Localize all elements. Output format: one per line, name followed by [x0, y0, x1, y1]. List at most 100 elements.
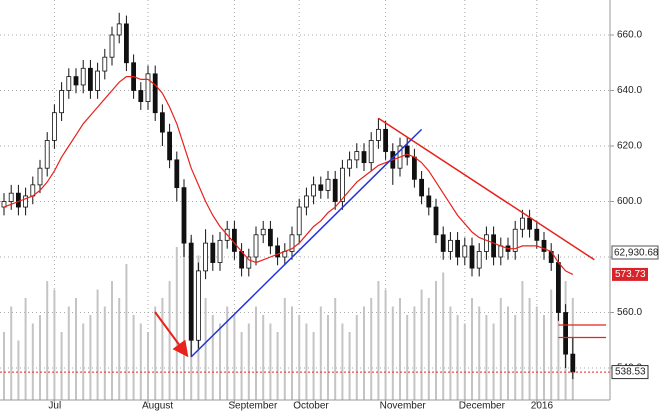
volume-bar — [528, 298, 531, 400]
volume-bar — [60, 332, 63, 400]
volume-bar — [39, 315, 41, 400]
volume-bar — [204, 298, 207, 400]
volume-bar — [463, 323, 466, 400]
candle-body — [368, 140, 374, 164]
candle-body — [469, 245, 475, 269]
volume-bar — [17, 340, 20, 400]
candle-body — [66, 76, 72, 91]
y-tick-label: 640.0 — [617, 85, 642, 96]
volume-bar — [31, 323, 34, 400]
volume-bar — [507, 306, 509, 400]
candle-body — [73, 76, 79, 86]
candle-body — [8, 192, 14, 202]
label-box — [612, 267, 648, 281]
candle-body — [246, 256, 252, 269]
candle-body — [23, 195, 29, 208]
volume-bar — [233, 315, 236, 400]
candle-body — [476, 251, 482, 269]
candle-body — [59, 90, 64, 114]
candle-body — [563, 312, 568, 355]
candle-body — [138, 90, 144, 102]
volume-bar — [82, 323, 85, 400]
volume-bar — [557, 272, 560, 400]
candle-body — [296, 206, 302, 236]
volume-bar — [96, 289, 99, 400]
volume-bar — [219, 323, 221, 400]
trendline — [190, 128, 423, 358]
volume-bar — [226, 306, 229, 400]
candle-body — [447, 239, 453, 252]
candle-body — [15, 192, 21, 208]
volume-bar — [3, 332, 5, 400]
candle-body — [520, 217, 525, 230]
volume-bar — [478, 306, 481, 400]
candle-body — [347, 159, 353, 169]
candle-body — [419, 178, 425, 197]
candle-body — [534, 228, 540, 241]
volume-bar — [355, 315, 358, 400]
y-tick-label: 660.0 — [617, 30, 642, 41]
candle-body — [289, 234, 295, 252]
candle-body — [124, 23, 129, 64]
volume-bar — [535, 306, 538, 400]
volume-bar — [46, 281, 49, 400]
volume-bar — [305, 323, 308, 400]
volume-bar — [550, 289, 553, 400]
arrow — [154, 311, 189, 358]
candle-body — [88, 67, 93, 91]
volume-bar — [413, 306, 416, 400]
volume-bar — [269, 323, 272, 400]
volume-bar — [341, 323, 344, 400]
trendline — [377, 117, 595, 261]
candle-body — [231, 228, 237, 252]
candle-body — [195, 270, 201, 341]
volume-bar — [298, 315, 301, 400]
candle-body — [483, 234, 489, 252]
candle-body — [354, 151, 360, 161]
volume-bar — [53, 289, 56, 400]
volume-bar — [255, 306, 257, 400]
candle-body — [109, 34, 115, 58]
candle-body — [267, 228, 273, 247]
candle-body — [303, 195, 309, 208]
x-tick-label: Jul — [48, 401, 61, 412]
candle-body — [174, 159, 180, 189]
x-tick-label: 2016 — [531, 401, 554, 412]
x-tick-label: December — [459, 401, 506, 412]
volume-bar — [75, 298, 77, 400]
volume-bar — [276, 332, 279, 400]
volume-bar — [161, 298, 164, 400]
candle-body — [383, 128, 389, 152]
candle-body — [44, 140, 50, 169]
candle-body — [253, 234, 259, 258]
candle-body — [188, 242, 194, 341]
candle-body — [102, 56, 108, 72]
candle-body — [181, 187, 187, 244]
volume-bar — [147, 332, 149, 400]
candle-body — [203, 242, 209, 272]
candle-body — [260, 228, 266, 236]
candle-body — [426, 195, 432, 208]
volume-bar — [24, 298, 27, 400]
candle-body — [440, 234, 446, 252]
candle-body — [491, 234, 497, 258]
volume-bar — [154, 306, 157, 400]
y-tick-label: 600.0 — [617, 196, 642, 207]
volume-bar — [427, 298, 430, 400]
volume-bar — [291, 306, 293, 400]
volume-bar — [485, 315, 488, 400]
volume-bar — [471, 298, 473, 400]
candle-body — [498, 245, 504, 258]
candle-body — [527, 217, 532, 230]
volume-bar — [406, 315, 409, 400]
candle-body — [339, 167, 345, 202]
volume-bar — [111, 281, 113, 400]
candle-body — [318, 184, 324, 191]
y-tick-label: 620.0 — [617, 141, 642, 152]
candle-body — [455, 239, 461, 258]
candle-body — [145, 73, 151, 102]
candle-body — [95, 70, 100, 91]
volume-bar — [449, 306, 452, 400]
candle-body — [37, 167, 43, 186]
x-tick-label: September — [228, 401, 278, 412]
